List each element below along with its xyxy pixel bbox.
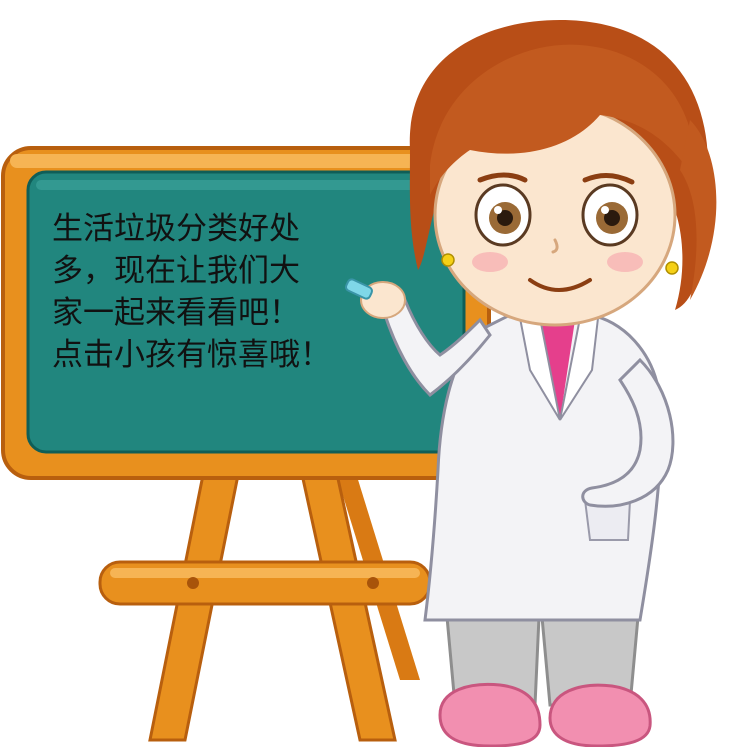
teacher-illustration[interactable] <box>344 20 717 747</box>
message-line-1: 生活垃圾分类好处 <box>52 211 300 247</box>
message-line-3: 家一起来看看吧！ <box>52 295 300 331</box>
message-line-4: 点击小孩有惊喜哦！ <box>52 337 331 373</box>
chalk-icon <box>344 278 374 300</box>
message-line-2: 多，现在让我们大 <box>52 253 300 289</box>
chalkboard-message: 生活垃圾分类好处 多，现在让我们大 家一起来看看吧！ 点击小孩有惊喜哦！ <box>52 208 372 376</box>
chalkboard-easel <box>1 146 491 742</box>
